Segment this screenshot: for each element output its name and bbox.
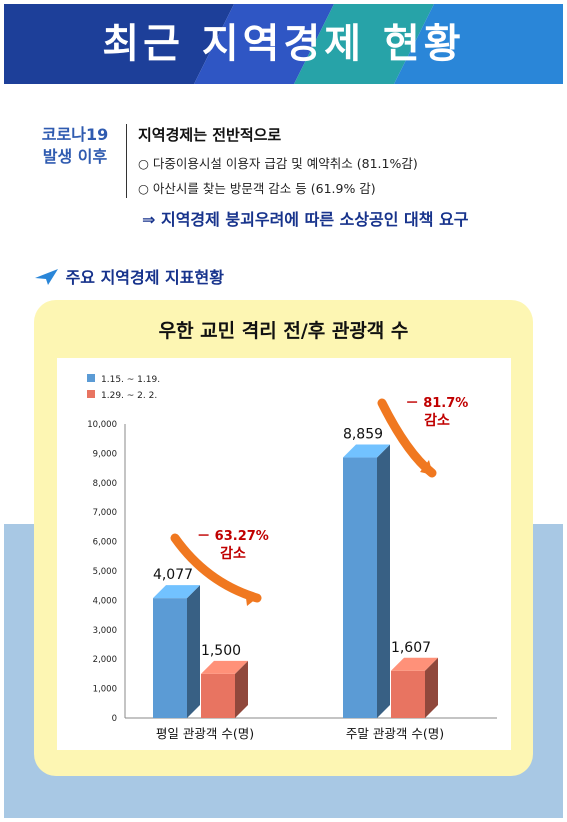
bar-side (425, 657, 438, 718)
page-title: 최근 지역경제 현황 (102, 21, 465, 67)
y-tick-label: 7,000 (93, 508, 117, 518)
decrease-arrowhead (245, 590, 257, 606)
bar-side (235, 660, 248, 718)
section-title: 주요 지역경제 지표현황 (65, 268, 224, 287)
bar-front (153, 598, 187, 718)
section-heading: 주요 지역경제 지표현황 (34, 264, 224, 288)
data-label: 1,607 (391, 640, 431, 656)
y-tick-label: 10,000 (87, 420, 117, 430)
decrease-arrowhead (420, 460, 433, 475)
summary-heading: 지역경제는 전반적으로 (138, 126, 282, 144)
summary-block: 코로나19 발생 이후 지역경제는 전반적으로 ○ 다중이용시설 이용자 급감 … (30, 124, 550, 234)
y-tick-label: 8,000 (93, 479, 117, 489)
y-tick-label: 5,000 (93, 567, 117, 577)
y-tick-label: 0 (112, 714, 117, 724)
banner-background (4, 4, 563, 84)
divider (126, 124, 127, 198)
data-label: 4,077 (153, 567, 193, 583)
y-tick-label: 6,000 (93, 538, 117, 548)
y-tick-label: 1,000 (93, 685, 117, 695)
bar-top (391, 657, 438, 671)
data-label: 1,500 (201, 643, 241, 659)
bar-top (153, 585, 200, 599)
period-tag: 코로나19 발생 이후 (30, 124, 120, 168)
bar-front (391, 670, 425, 718)
y-tick-label: 3,000 (93, 626, 117, 636)
summary-conclusion: ⇒ 지역경제 붕괴우려에 따른 소상공인 대책 요구 (142, 210, 469, 229)
bar-top (201, 660, 248, 674)
decrease-percent: － 63.27% (197, 529, 269, 544)
summary-bullet-2: ○ 아산시를 찾는 방문객 감소 등 (61.9% 감) (138, 181, 376, 196)
y-tick-label: 9,000 (93, 449, 117, 459)
bar-front (343, 457, 377, 718)
chart-title: 우한 교민 격리 전/후 관광객 수 (158, 320, 409, 342)
title-banner: 최근 지역경제 현황 (4, 4, 563, 84)
bar-chart: 0 1,000 2,000 3,000 4,000 5,000 6,000 7,000 8,00… (87, 374, 497, 741)
legend-swatch (87, 390, 95, 398)
data-label: 8,859 (343, 427, 383, 443)
bar-front (201, 673, 235, 718)
legend-label: 1.29. ~ 2. 2. (101, 391, 157, 401)
summary-bullet-1: ○ 다중이용시설 이용자 급감 및 예약취소 (81.1%감) (138, 156, 418, 171)
y-tick-label: 4,000 (93, 596, 117, 606)
period-tag-line2: 발생 이후 (42, 147, 108, 166)
decrease-word: 감소 (220, 545, 246, 562)
legend-label: 1.15. ~ 1.19. (101, 375, 160, 385)
y-tick-label: 2,000 (93, 655, 117, 665)
bar-side (377, 444, 390, 718)
legend-swatch (87, 374, 95, 382)
bar-top (343, 444, 390, 458)
period-tag-line1: 코로나19 (41, 125, 109, 144)
x-tick-label: 평일 관광객 수(명) (156, 726, 254, 741)
decrease-percent: － 81.7% (406, 396, 469, 411)
bar-side (187, 585, 200, 718)
chart-area: 0 1,000 2,000 3,000 4,000 5,000 6,000 7,000 8,00… (57, 358, 511, 750)
x-tick-label: 주말 관광객 수(명) (346, 726, 444, 741)
pointer-arrow-icon (35, 269, 58, 285)
decrease-word: 감소 (424, 412, 450, 429)
